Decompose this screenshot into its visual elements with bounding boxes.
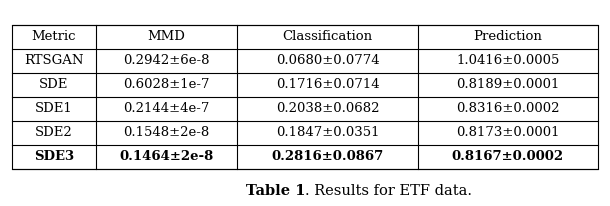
Text: 0.2942±6e-8: 0.2942±6e-8 <box>123 54 210 67</box>
Text: 0.1464±2e-8: 0.1464±2e-8 <box>120 150 214 163</box>
Text: SDE1: SDE1 <box>35 102 73 115</box>
Text: MMD: MMD <box>148 30 185 43</box>
Text: 0.8316±0.0002: 0.8316±0.0002 <box>456 102 559 115</box>
Text: 0.8167±0.0002: 0.8167±0.0002 <box>451 150 564 163</box>
Text: 0.2144±4e-7: 0.2144±4e-7 <box>123 102 210 115</box>
Text: SDE2: SDE2 <box>35 126 73 139</box>
Text: SDE: SDE <box>39 78 69 91</box>
Text: SDE3: SDE3 <box>34 150 74 163</box>
Text: 0.1548±2e-8: 0.1548±2e-8 <box>123 126 210 139</box>
Bar <box>12 25 598 169</box>
Text: Metric: Metric <box>32 30 76 43</box>
Text: 0.1847±0.0351: 0.1847±0.0351 <box>276 126 379 139</box>
Text: Classification: Classification <box>282 30 373 43</box>
Text: 0.8173±0.0001: 0.8173±0.0001 <box>456 126 559 139</box>
Text: Prediction: Prediction <box>473 30 542 43</box>
Text: 0.6028±1e-7: 0.6028±1e-7 <box>123 78 210 91</box>
Text: 0.1716±0.0714: 0.1716±0.0714 <box>276 78 379 91</box>
Text: . Results for ETF data.: . Results for ETF data. <box>305 184 472 198</box>
Text: 0.2038±0.0682: 0.2038±0.0682 <box>276 102 379 115</box>
Text: 0.8189±0.0001: 0.8189±0.0001 <box>456 78 559 91</box>
Text: 0.0680±0.0774: 0.0680±0.0774 <box>276 54 379 67</box>
Text: 1.0416±0.0005: 1.0416±0.0005 <box>456 54 559 67</box>
Text: Table 1: Table 1 <box>245 184 305 198</box>
Text: 0.2816±0.0867: 0.2816±0.0867 <box>271 150 384 163</box>
Text: RTSGAN: RTSGAN <box>24 54 84 67</box>
